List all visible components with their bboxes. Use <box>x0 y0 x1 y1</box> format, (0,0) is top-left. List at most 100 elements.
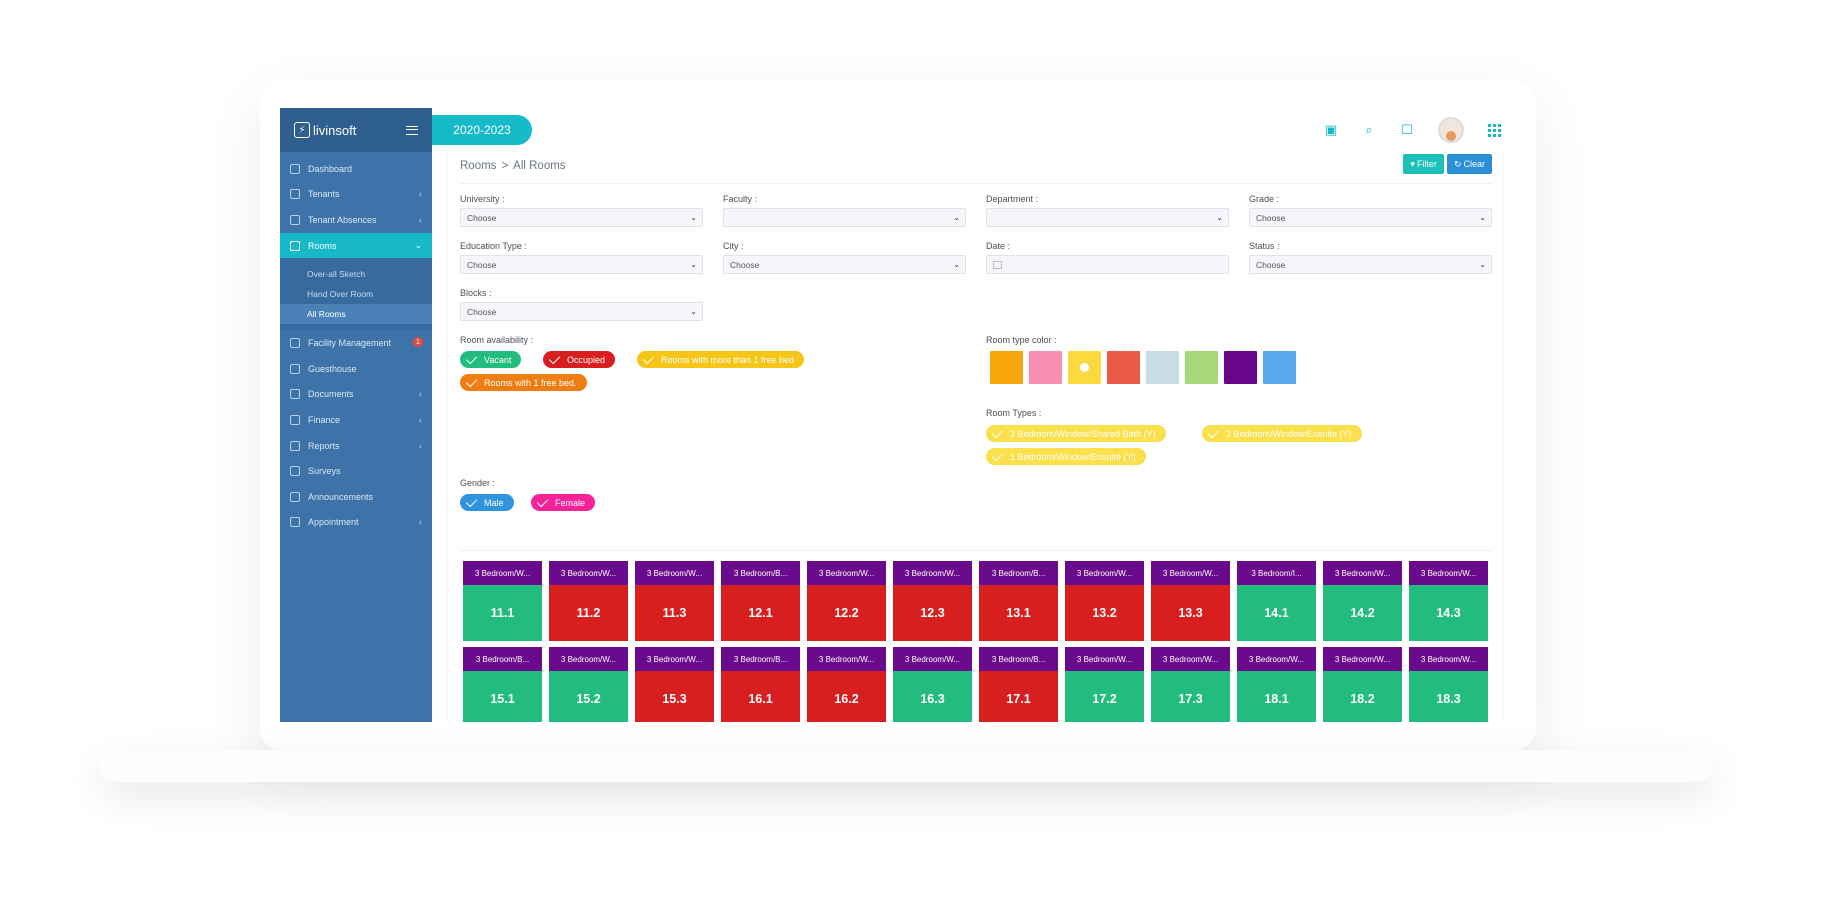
room-number: 14.3 <box>1409 585 1488 641</box>
room-card[interactable]: 3 Bedroom/W... 12.3 <box>893 561 972 641</box>
room-number: 18.3 <box>1409 671 1488 722</box>
check-icon <box>642 352 655 364</box>
room-card[interactable]: 3 Bedroom/W... 11.3 <box>635 561 714 641</box>
room-card[interactable]: 3 Bedroom/W... 13.2 <box>1065 561 1144 641</box>
chat-icon[interactable]: ☐ <box>1401 122 1413 137</box>
gender-female-chip[interactable]: Female <box>531 494 596 511</box>
status-select[interactable]: Choose ⌄ <box>1249 255 1492 274</box>
room-card[interactable]: 3 Bedroom/I... 14.1 <box>1237 561 1316 641</box>
breadcrumb-root[interactable]: Rooms <box>460 160 497 172</box>
clear-button[interactable]: ↻ Clear <box>1446 154 1492 174</box>
room-type-color-swatch[interactable] <box>1263 351 1296 384</box>
university-select[interactable]: Choose ⌄ <box>460 208 703 227</box>
sidebar-item-finance[interactable]: Finance ‹ <box>280 407 432 433</box>
room-card[interactable]: 3 Bedroom/W... 11.1 <box>463 561 542 641</box>
check-icon <box>1207 426 1220 438</box>
room-card[interactable]: 3 Bedroom/W... 16.2 <box>807 647 886 722</box>
sidebar-item-label: Facility Management <box>308 338 392 349</box>
apps-grid-icon[interactable] <box>1488 123 1501 137</box>
sidebar-item-tenant-absences[interactable]: Tenant Absences ‹ <box>280 207 432 233</box>
room-number: 12.3 <box>893 585 972 641</box>
filter-button[interactable]: ▾ Filter <box>1403 154 1444 174</box>
avatar[interactable] <box>1438 117 1464 143</box>
sidebar-item-documents[interactable]: Documents ‹ <box>280 382 432 408</box>
education-type-select[interactable]: Choose ⌄ <box>460 255 703 274</box>
gender-male-chip[interactable]: Male <box>460 494 514 511</box>
subnav-item-overall-sketch[interactable]: Over-all Sketch <box>307 269 366 280</box>
sidebar-item-tenants[interactable]: Tenants ‹ <box>280 182 432 208</box>
building-icon <box>290 338 300 349</box>
date-input[interactable] <box>986 255 1229 274</box>
room-card[interactable]: 3 Bedroom/W... 13.3 <box>1151 561 1230 641</box>
user-plus-icon <box>290 363 300 374</box>
faculty-select[interactable]: ⌄ <box>723 208 966 227</box>
room-type-color-swatch[interactable] <box>990 351 1023 384</box>
room-card[interactable]: 3 Bedroom/W... 14.2 <box>1323 561 1402 641</box>
room-card[interactable]: 3 Bedroom/W... 14.3 <box>1409 561 1488 641</box>
department-select[interactable]: ⌄ <box>986 208 1229 227</box>
room-type-color-swatch[interactable] <box>1107 351 1140 384</box>
subnav-item-hand-over-room[interactable]: Hand Over Room <box>307 289 374 300</box>
room-card[interactable]: 3 Bedroom/W... 18.3 <box>1409 647 1488 722</box>
room-card[interactable]: 3 Bedroom/W... 15.2 <box>549 647 628 722</box>
sidebar-item-appointment[interactable]: Appointment ‹ <box>280 510 432 536</box>
faculty-label: Faculty : <box>723 194 758 204</box>
calendar-icon[interactable]: ▣ <box>1324 122 1338 137</box>
check-icon <box>991 449 1004 461</box>
room-card[interactable]: 3 Bedroom/W... 15.3 <box>635 647 714 722</box>
room-type-color-swatch[interactable] <box>1146 351 1179 384</box>
room-card[interactable]: 3 Bedroom/W... 18.2 <box>1323 647 1402 722</box>
room-number: 16.2 <box>807 671 886 722</box>
room-type-chip[interactable]: 3 Bedroom/Window/Shared Bath (Y) <box>986 425 1166 442</box>
sidebar-item-announcements[interactable]: Announcements <box>280 484 432 510</box>
room-number: 12.1 <box>721 585 800 641</box>
sidebar-item-guesthouse[interactable]: Guesthouse <box>280 356 432 382</box>
room-card[interactable]: 3 Bedroom/W... 17.3 <box>1151 647 1230 722</box>
sidebar-item-rooms[interactable]: Rooms ⌄ <box>280 232 432 259</box>
room-number: 14.2 <box>1323 585 1402 641</box>
room-type-label: 3 Bedroom/W... <box>893 561 972 585</box>
room-type-color-swatch[interactable] <box>1224 351 1257 384</box>
room-card[interactable]: 3 Bedroom/B... 15.1 <box>463 647 542 722</box>
room-type-chip[interactable]: 1 Bedroom/Window/Ensuite (Y) <box>986 448 1146 465</box>
status-value: Choose <box>1256 259 1286 270</box>
room-type-color-swatch[interactable] <box>1185 351 1218 384</box>
room-card[interactable]: 3 Bedroom/W... 12.2 <box>807 561 886 641</box>
sidebar-item-label: Announcements <box>308 491 374 502</box>
toolbar: ▾ Filter ↻ Clear <box>1403 154 1492 174</box>
subnav-item-all-rooms[interactable]: All Rooms <box>280 304 432 325</box>
room-card[interactable]: 3 Bedroom/W... 18.1 <box>1237 647 1316 722</box>
calendar-icon <box>993 260 1002 269</box>
room-card[interactable]: 3 Bedroom/W... 16.3 <box>893 647 972 722</box>
availability-vacant-chip[interactable]: Vacant <box>460 351 522 368</box>
search-icon[interactable]: ⌕ <box>1365 122 1373 137</box>
chevron-down-icon: ⌄ <box>1479 213 1486 222</box>
room-card[interactable]: 3 Bedroom/W... 17.2 <box>1065 647 1144 722</box>
room-number: 17.3 <box>1151 671 1230 722</box>
room-number: 11.3 <box>635 585 714 641</box>
menu-toggle-icon[interactable] <box>406 125 418 135</box>
room-type-color-swatch[interactable] <box>1029 351 1062 384</box>
room-type-chip[interactable]: 3 Bedroom/Window/Ensuite (Y) <box>1202 425 1362 442</box>
sidebar-item-dashboard[interactable]: Dashboard <box>280 156 432 182</box>
room-card[interactable]: 3 Bedroom/B... 17.1 <box>979 647 1058 722</box>
city-select[interactable]: Choose ⌄ <box>723 255 966 274</box>
sidebar-item-facility-management[interactable]: Facility Management 1 <box>280 330 432 356</box>
room-card[interactable]: 3 Bedroom/B... 12.1 <box>721 561 800 641</box>
sidebar-item-surveys[interactable]: Surveys <box>280 458 432 484</box>
room-type-color-swatch[interactable] <box>1068 351 1101 384</box>
room-number: 16.1 <box>721 671 800 722</box>
blocks-select[interactable]: Choose ⌄ <box>460 302 703 321</box>
academic-year-selector[interactable]: 2020-2023 <box>432 115 532 145</box>
chevron-down-icon: ⌄ <box>1479 260 1486 269</box>
availability-occupied-chip[interactable]: Occupied <box>543 351 616 368</box>
room-type-label: 3 Bedroom/W... <box>549 647 628 671</box>
room-card[interactable]: 3 Bedroom/B... 13.1 <box>979 561 1058 641</box>
room-card[interactable]: 3 Bedroom/W... 11.2 <box>549 561 628 641</box>
availability-one-free-chip[interactable]: Rooms with 1 free bed. <box>460 374 587 391</box>
grade-select[interactable]: Choose ⌄ <box>1249 208 1492 227</box>
room-card[interactable]: 3 Bedroom/B... 16.1 <box>721 647 800 722</box>
room-number: 15.2 <box>549 671 628 722</box>
sidebar-item-reports[interactable]: Reports ‹ <box>280 433 432 459</box>
availability-more-than-one-chip[interactable]: Rooms with more than 1 free bed <box>637 351 805 368</box>
